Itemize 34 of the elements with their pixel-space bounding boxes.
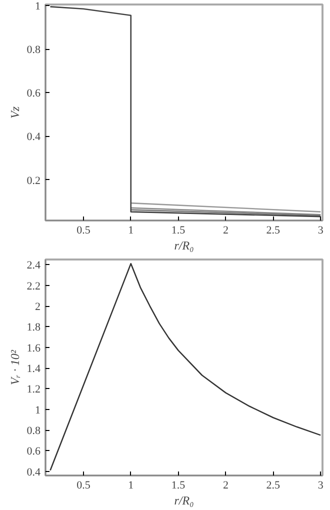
x-axis-title: r/R₀ — [174, 494, 194, 508]
y-tick-label: 2 — [35, 301, 40, 314]
y-tick-label: 1.4 — [26, 363, 41, 376]
y-tick-label: 0.4 — [26, 466, 41, 478]
x-axis-title: r/R₀ — [174, 238, 194, 252]
line-series — [50, 262, 322, 471]
line-series — [50, 6, 322, 218]
x-tick-label: 0.5 — [76, 480, 91, 492]
x-tick-label: 2 — [222, 480, 228, 492]
x-tick-label: 2.5 — [266, 480, 281, 492]
x-tick-label: 3 — [318, 480, 324, 492]
x-tick-label: 0.5 — [76, 224, 91, 236]
y-tick-label: 2.2 — [26, 280, 40, 292]
x-tick-label: 1 — [128, 224, 134, 236]
y-tick-label: 0.8 — [26, 425, 41, 438]
y-tick-label: 2.4 — [26, 260, 41, 272]
x-tick-label: 2.5 — [266, 224, 281, 236]
y-tick-label: 0.2 — [26, 174, 40, 187]
x-tick-label: 3 — [318, 224, 324, 236]
y-tick-label: 1.8 — [26, 322, 41, 334]
y-tick-label: 1 — [35, 404, 40, 416]
x-tick-label: 1 — [128, 480, 134, 492]
y-tick-label: 0.8 — [26, 44, 41, 56]
y-tick-label: 1.6 — [26, 342, 41, 354]
y-tick-label: 1 — [35, 0, 40, 13]
y-axis-title: Vᵣ · 10² — [8, 350, 22, 385]
x-tick-label: 1.5 — [171, 480, 186, 492]
x-tick-label: 2 — [222, 224, 228, 236]
y-tick-label: 0.6 — [26, 446, 41, 458]
y-tick-label: 0.4 — [26, 131, 41, 144]
y-tick-label: 0.6 — [26, 88, 41, 100]
y-axis-title: Vz — [8, 106, 22, 118]
x-tick-label: 1.5 — [171, 224, 186, 236]
y-tick-label: 1.2 — [26, 384, 40, 396]
